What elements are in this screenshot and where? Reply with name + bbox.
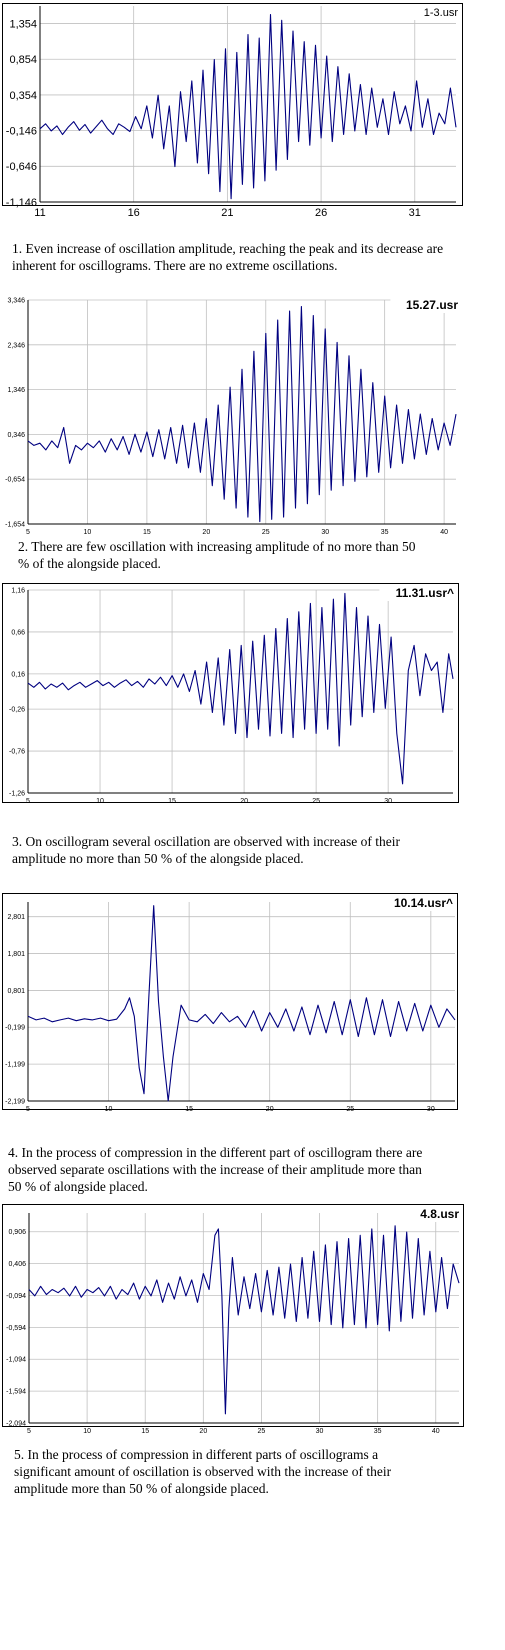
- y-tick-label: 2,801: [7, 914, 25, 921]
- y-tick-label: -1,26: [9, 790, 25, 797]
- y-tick-label: 0,406: [8, 1261, 26, 1268]
- x-tick-label: 16: [128, 207, 140, 219]
- oscillogram-line: [27, 305, 457, 523]
- x-tick-label: 31: [409, 207, 421, 219]
- oscillogram-panel-5: 5 10 15 20 25 30 35 40 -2,094 -1,594 -1,094 -0,594 -…: [0, 1196, 505, 1536]
- x-tick-label: 10: [96, 798, 104, 805]
- x-tick-label: 25: [262, 529, 270, 536]
- x-tick-label: 40: [432, 1428, 440, 1435]
- y-tick-label: -0,146: [6, 125, 37, 137]
- y-tick-label: 1,346: [7, 387, 25, 394]
- oscillogram-panel-1: 11 16 21 26 31 -1,146 -0,646 -0,146 0,354 0,854 1,…: [0, 0, 505, 280]
- y-tick-label: -1,594: [6, 1389, 26, 1396]
- x-tick-label: 25: [258, 1428, 266, 1435]
- x-tick-label: 21: [221, 207, 233, 219]
- y-tick-label: 0,801: [7, 988, 25, 995]
- y-tick-label: 0,354: [9, 90, 37, 102]
- x-tick-label: 5: [27, 1428, 31, 1435]
- chart-frame: [2, 893, 458, 1110]
- chart-title-bg: [408, 4, 461, 20]
- y-tick-label: -0,26: [9, 707, 25, 714]
- oscillogram-panel-2: 5 10 15 20 25 30 35 40 -1,654 -0,654 0,346 1,346 2,3…: [0, 290, 505, 580]
- caption-4: 4. In the process of compression in the …: [8, 1145, 423, 1194]
- x-tick-label: 26: [315, 207, 327, 219]
- y-tick-label: -1,146: [6, 197, 37, 209]
- chart-title: 1-3.usr: [424, 7, 459, 19]
- y-tick-label: -0,094: [6, 1293, 26, 1300]
- oscillogram-chart-4: 5 10 15 20 25 30 -2,199 -1,199 -0,199 0,801 1,801 2…: [2, 893, 458, 1113]
- x-tick-label: 15: [185, 1106, 193, 1113]
- caption-2: 2. There are few oscillation with increa…: [18, 539, 416, 571]
- chart-title-bg: [379, 584, 457, 601]
- x-tick-label: 15: [143, 529, 151, 536]
- y-tick-label: 3,346: [7, 297, 25, 304]
- oscillogram-line: [28, 1225, 460, 1415]
- x-tick-label: 25: [346, 1106, 354, 1113]
- oscillogram-chart-2: 5 10 15 20 25 30 35 40 -1,654 -0,654 0,346 1,346 2,3…: [5, 296, 461, 536]
- y-tick-label: 2,346: [7, 342, 25, 349]
- y-tick-label: -1,654: [5, 521, 25, 528]
- oscillogram-line: [27, 905, 456, 1102]
- x-tick-label: 11: [34, 207, 45, 219]
- y-tick-label: 0,66: [11, 629, 25, 636]
- caption-3: 3. On oscillogram several oscillation ar…: [12, 834, 400, 866]
- y-tick-label: -2,199: [5, 1098, 25, 1105]
- y-tick-label: -0,646: [6, 161, 37, 173]
- y-tick-label: -0,594: [6, 1325, 26, 1332]
- oscillogram-panel-4: 5 10 15 20 25 30 -2,199 -1,199 -0,199 0,801 1,801 2…: [0, 890, 505, 1200]
- x-tick-label: 40: [440, 529, 448, 536]
- x-tick-label: 10: [84, 529, 92, 536]
- x-tick-label: 35: [374, 1428, 382, 1435]
- chart-title-bg: [405, 1205, 462, 1222]
- y-tick-label: -2,094: [6, 1420, 26, 1427]
- y-tick-label: -1,199: [5, 1062, 25, 1069]
- chart-title: 10.14.usr^: [394, 896, 453, 910]
- y-tick-label: -0,654: [5, 477, 25, 484]
- oscillogram-line: [27, 592, 454, 785]
- chart-title: 4.8.usr: [420, 1207, 459, 1221]
- oscillogram-line: [39, 14, 457, 200]
- x-tick-label: 25: [312, 798, 320, 805]
- y-tick-label: 1,16: [11, 587, 25, 594]
- x-tick-label: 30: [321, 529, 329, 536]
- chart-title-bg: [390, 296, 461, 313]
- y-tick-label: 0,906: [8, 1229, 26, 1236]
- x-tick-label: 15: [168, 798, 176, 805]
- x-tick-label: 30: [316, 1428, 324, 1435]
- x-tick-label: 15: [141, 1428, 149, 1435]
- x-tick-label: 35: [381, 529, 389, 536]
- y-tick-label: -0,76: [9, 749, 25, 756]
- caption-1: 1. Even increase of oscillation amplitud…: [12, 241, 444, 273]
- chart-title: 15.27.usr: [406, 298, 458, 312]
- x-tick-label: 20: [240, 798, 248, 805]
- y-tick-label: 0,346: [7, 432, 25, 439]
- x-tick-label: 5: [26, 798, 30, 805]
- x-tick-label: 20: [266, 1106, 274, 1113]
- x-tick-label: 5: [26, 529, 30, 536]
- oscillogram-chart-1: 11 16 21 26 31 -1,146 -0,646 -0,146 0,354 0,854 1,…: [2, 3, 463, 219]
- x-tick-label: 5: [26, 1106, 30, 1113]
- x-tick-label: 20: [199, 1428, 207, 1435]
- y-tick-label: 1,801: [7, 951, 25, 958]
- x-tick-label: 20: [202, 529, 210, 536]
- chart-frame: [2, 583, 459, 803]
- oscillogram-chart-5: 5 10 15 20 25 30 35 40 -2,094 -1,594 -1,094 -0,594 -…: [2, 1204, 464, 1435]
- y-tick-label: 0,854: [9, 54, 37, 66]
- y-tick-label: -0,199: [5, 1025, 25, 1032]
- x-tick-label: 30: [384, 798, 392, 805]
- y-tick-label: 1,354: [9, 18, 37, 30]
- chart-title: 11.31.usr^: [396, 586, 454, 600]
- chart-frame: [2, 1204, 464, 1427]
- oscillogram-chart-3: 5 10 15 20 25 30 -1,26 -0,76 -0,26 0,16 0,66 1,16 11…: [2, 583, 459, 805]
- x-tick-label: 10: [105, 1106, 113, 1113]
- chart-title-bg: [378, 894, 456, 911]
- y-tick-label: -1,094: [6, 1357, 26, 1364]
- caption-5: 5. In the process of compression in diff…: [14, 1447, 392, 1496]
- y-tick-label: 0,16: [11, 671, 25, 678]
- oscillogram-panel-3: 5 10 15 20 25 30 -1,26 -0,76 -0,26 0,16 0,66 1,16 11…: [0, 580, 505, 880]
- x-tick-label: 10: [83, 1428, 91, 1435]
- x-tick-label: 30: [427, 1106, 435, 1113]
